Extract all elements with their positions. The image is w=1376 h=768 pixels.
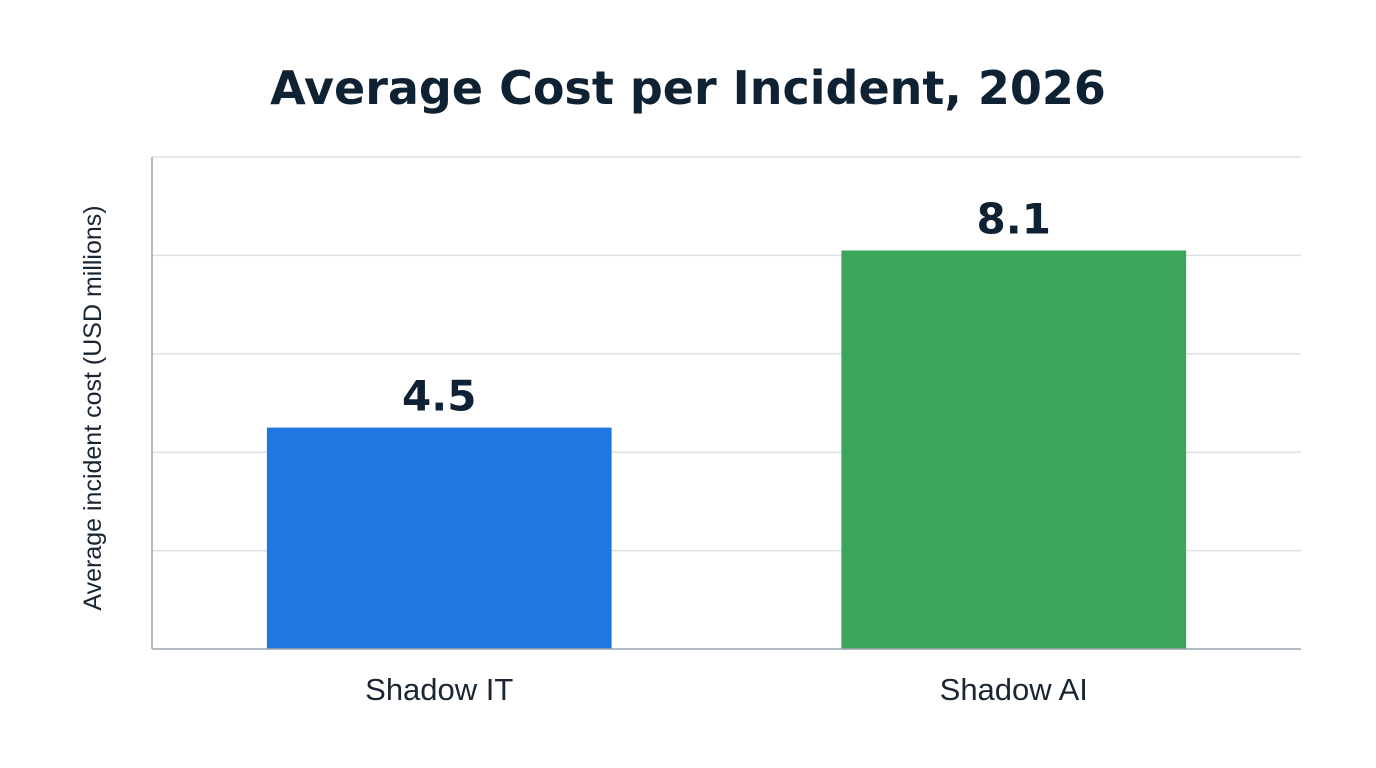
bar-shadow-ai	[841, 250, 1187, 650]
y-axis-label: Average incident cost (USD millions)	[79, 205, 107, 610]
data-label: 4.5	[402, 372, 476, 421]
data-label: 8.1	[977, 194, 1051, 243]
bar-shadow-it	[266, 427, 612, 649]
x-tick-label: Shadow IT	[365, 672, 513, 707]
bars	[266, 250, 1187, 650]
x-tick-labels: Shadow IT Shadow AI	[365, 672, 1088, 707]
chart-title: Average Cost per Incident, 2026	[270, 61, 1106, 115]
x-tick-label: Shadow AI	[940, 672, 1088, 707]
axes	[151, 157, 1301, 650]
data-labels: 4.5 8.1	[402, 194, 1051, 420]
